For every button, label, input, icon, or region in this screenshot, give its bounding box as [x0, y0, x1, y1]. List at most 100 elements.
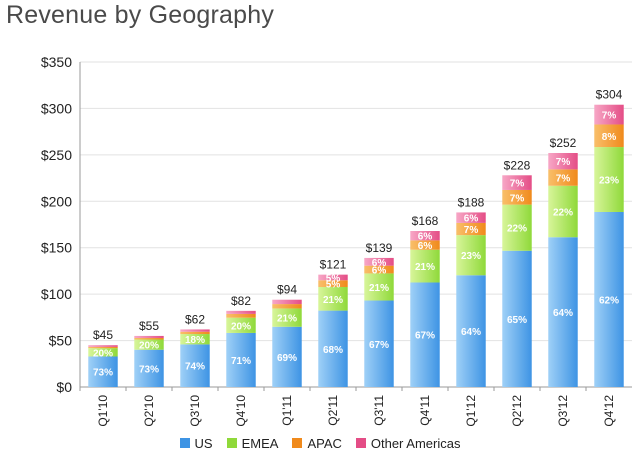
total-label: $82 — [231, 294, 251, 308]
segment-label-apac: 7% — [556, 174, 571, 185]
segment-label-other: 5% — [326, 273, 341, 284]
bar-segment-emea — [272, 308, 302, 327]
bar-segment-emea — [318, 287, 348, 311]
segment-label-us: 64% — [461, 327, 481, 338]
y-tick-label: $250 — [41, 147, 72, 163]
bar-segment-other — [456, 212, 486, 223]
legend-label-other-americas: Other Americas — [370, 435, 461, 451]
segment-label-other: 7% — [602, 111, 617, 122]
bar-segment-other — [272, 299, 302, 305]
total-label: $304 — [596, 88, 623, 102]
bar-segment-other — [88, 345, 118, 347]
bar-segment-us — [502, 250, 532, 387]
legend-label-apac: APAC — [307, 435, 342, 451]
bar-segment-other — [226, 310, 256, 314]
segment-label-other: 7% — [510, 179, 525, 190]
legend-label-us: US — [194, 435, 213, 451]
x-tick-label: Q1'12 — [464, 395, 478, 427]
bar-segment-other — [502, 175, 532, 190]
bar-segment-us — [272, 326, 302, 387]
bar-segment-emea — [548, 185, 578, 238]
x-tick-label: Q3'10 — [188, 395, 202, 427]
bar-segment-emea — [502, 204, 532, 251]
segment-label-other: 6% — [418, 232, 433, 243]
x-tick-label: Q2'10 — [142, 395, 156, 427]
segment-label-emea: 22% — [553, 208, 573, 219]
segment-label-emea: 21% — [323, 295, 343, 306]
bar-segment-apac — [272, 304, 302, 309]
x-tick-label: Q3'11 — [372, 395, 386, 426]
bar-segment-apac — [410, 240, 440, 250]
label-layer: 73% 20% $45 Q1'10 73% 20% $55 Q2'10 74% 18% $62 Q3'… — [93, 88, 623, 427]
bar-segment-apac — [502, 189, 532, 205]
legend: US EMEA APAC Other Americas — [0, 433, 640, 453]
segment-label-apac: 8% — [602, 132, 617, 143]
bar-segment-apac — [226, 313, 256, 318]
x-tick-label: Q3'12 — [556, 395, 570, 427]
x-tick-label: Q1'10 — [96, 395, 110, 427]
total-label: $168 — [412, 214, 439, 228]
x-tick-label: Q2'12 — [510, 395, 524, 427]
segment-label-us: 74% — [185, 362, 205, 373]
y-tick-label: $50 — [49, 333, 73, 349]
legend-item-emea: EMEA — [226, 435, 279, 451]
segment-label-us: 65% — [507, 315, 527, 326]
segment-label-apac: 6% — [418, 241, 433, 252]
bar-segment-other — [548, 153, 578, 170]
bar-segment-us — [456, 275, 486, 387]
segment-label-emea: 20% — [139, 341, 159, 352]
bar-segment-apac — [88, 346, 118, 349]
legend-item-other-americas: Other Americas — [355, 435, 461, 451]
total-label: $139 — [366, 241, 393, 255]
legend-swatch-other-americas — [355, 438, 366, 448]
bar-segment-other — [594, 104, 624, 125]
y-tick-label: $300 — [41, 100, 72, 116]
bar-layer — [88, 104, 624, 387]
x-tick-label: Q4'10 — [234, 395, 248, 427]
bar-segment-apac — [180, 331, 210, 335]
segment-label-emea: 21% — [415, 262, 435, 273]
segment-label-apac: 5% — [326, 280, 341, 291]
bar-segment-emea — [88, 348, 118, 357]
bar-segment-other — [180, 329, 210, 332]
bar-segment-apac — [548, 169, 578, 186]
bar-segment-us — [548, 237, 578, 387]
segment-label-other: 6% — [372, 258, 387, 269]
bar-segment-us — [410, 282, 440, 387]
x-tick-label: Q2'11 — [326, 395, 340, 426]
bar-segment-emea — [594, 147, 624, 212]
y-tick-label: $0 — [56, 379, 72, 395]
segment-label-apac: 7% — [510, 193, 525, 204]
bar-segment-emea — [226, 317, 256, 333]
x-tick-label: Q4'12 — [602, 395, 616, 427]
bar-segment-emea — [410, 249, 440, 283]
segment-label-emea: 21% — [277, 314, 297, 325]
legend-label-emea: EMEA — [241, 435, 279, 451]
y-tick-label: $350 — [41, 54, 72, 70]
bar-segment-apac — [318, 280, 348, 288]
bar-segment-apac — [594, 124, 624, 148]
segment-label-us: 73% — [93, 368, 113, 379]
segment-label-us: 67% — [415, 331, 435, 342]
segment-label-apac: 7% — [464, 225, 479, 236]
x-tick-label: Q1'11 — [280, 395, 294, 426]
y-tick-label: $100 — [41, 286, 72, 302]
legend-swatch-us — [179, 438, 190, 448]
segment-label-us: 67% — [369, 340, 389, 351]
bar-segment-emea — [364, 273, 394, 301]
total-label: $188 — [458, 195, 485, 209]
total-label: $62 — [185, 312, 205, 326]
segment-label-us: 69% — [277, 353, 297, 364]
y-tick-label: $150 — [41, 240, 72, 256]
total-label: $94 — [277, 283, 297, 297]
segment-label-us: 64% — [553, 308, 573, 319]
legend-swatch-emea — [226, 438, 237, 448]
bar-segment-us — [180, 344, 210, 387]
bar-segment-apac — [134, 337, 164, 340]
segment-label-emea: 23% — [599, 176, 619, 187]
segment-label-us: 71% — [231, 356, 251, 367]
legend-item-us: US — [179, 435, 213, 451]
total-label: $45 — [93, 328, 113, 342]
